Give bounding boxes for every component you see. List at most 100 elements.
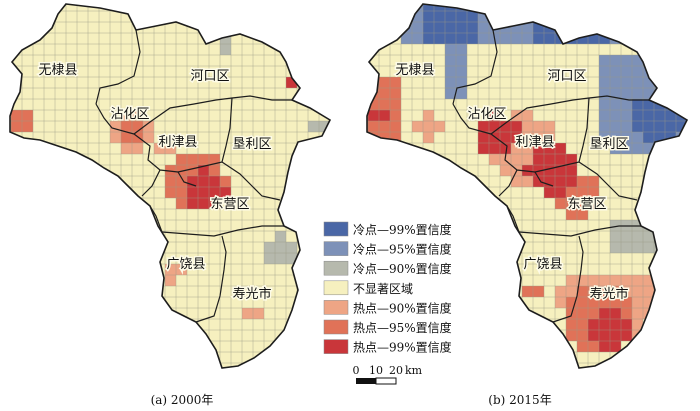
- grid-cell-cold-99: [588, 11, 599, 22]
- grid-cell-cold-95: [456, 66, 467, 77]
- grid-cell-cold-90: [308, 121, 319, 132]
- grid-cell-hot-95: [577, 330, 588, 341]
- grid-cell-cold-90: [687, 242, 698, 253]
- grid-cell-cold-95: [665, 55, 676, 66]
- grid-cell-cold-90: [643, 242, 654, 253]
- grid-cell-hot-95: [599, 286, 610, 297]
- grid-cell-cold-95: [687, 55, 698, 66]
- grid-cell-hot-95: [176, 176, 187, 187]
- grid-cell-hot-99: [533, 165, 544, 176]
- grid-cell-hot-90: [110, 132, 121, 143]
- grid-cell-cold-95: [401, 33, 412, 44]
- grid-cell-cold-95: [643, 143, 654, 154]
- grid-cell-hot-90: [632, 275, 643, 286]
- grid-cell-cold-99: [632, 110, 643, 121]
- scale-unit: km: [405, 364, 423, 377]
- grid-cell-cold-99: [544, 33, 555, 44]
- grid-cell-hot-95: [577, 319, 588, 330]
- grid-cell-hot-95: [11, 121, 22, 132]
- legend-swatch-not-significant: [323, 280, 349, 296]
- grid-cell-hot-99: [368, 110, 379, 121]
- grid-cell-hot-95: [588, 198, 599, 209]
- grid-cell-hot-95: [379, 132, 390, 143]
- grid-cell-cold-99: [434, 4, 445, 11]
- grid-cell-cold-99: [654, 132, 665, 143]
- grid-cell-cold-95: [632, 22, 643, 33]
- grid-cell-hot-99: [555, 143, 566, 154]
- grid-cell-hot-95: [165, 187, 176, 198]
- map-legend: 冷点—99%置信度冷点—95%置信度冷点—90%置信度不显著区域热点—90%置信…: [318, 216, 484, 360]
- grid-cell-cold-99: [456, 33, 467, 44]
- legend-label: 热点—95%置信度: [353, 320, 452, 335]
- grid-cell-cold-90: [665, 231, 676, 242]
- grid-cell-hot-90: [533, 132, 544, 143]
- grid-cell-cold-95: [621, 22, 632, 33]
- grid-cell-hot-95: [588, 297, 599, 308]
- grid-cell-hot-99: [555, 187, 566, 198]
- grid-cell-hot-95: [577, 286, 588, 297]
- grid-cell-hot-99: [478, 143, 489, 154]
- grid-cell-cold-95: [676, 88, 687, 99]
- grid-cell-hot-95: [610, 297, 621, 308]
- district-boundary: [578, 97, 590, 163]
- grid-cell-cold-90: [610, 231, 621, 242]
- grid-cell-cold-95: [676, 66, 687, 77]
- grid-cell-hot-95: [176, 165, 187, 176]
- grid-cell-hot-99: [544, 176, 555, 187]
- grid-cell-hot-99: [209, 198, 220, 209]
- grid-cell-hot-95: [390, 143, 401, 154]
- grid-cell-hot-95: [165, 176, 176, 187]
- grid-cell-hot-90: [544, 121, 555, 132]
- grid-cell-hot-99: [588, 330, 599, 341]
- grid-cell-hot-95: [577, 187, 588, 198]
- grid-cell-hot-95: [566, 319, 577, 330]
- grid-cell-cold-95: [478, 22, 489, 33]
- grid-cell-hot-90: [643, 286, 654, 297]
- grid-cell-hot-90: [522, 121, 533, 132]
- grid-cell-cold-99: [577, 33, 588, 44]
- grid-cell-cold-95: [445, 44, 456, 55]
- grid-cell-hot-90: [566, 275, 577, 286]
- grid-cell-hot-95: [22, 110, 33, 121]
- grid-cell-cold-90: [275, 253, 286, 264]
- grid-cell-cold-95: [445, 88, 456, 99]
- grid-cell-cold-95: [500, 11, 511, 22]
- grid-cell-cold-95: [522, 22, 533, 33]
- region-label: 无棣县: [38, 63, 77, 78]
- grid-cell-cold-95: [676, 99, 687, 110]
- grid-cell-hot-99: [599, 330, 610, 341]
- grid-cell-hot-90: [588, 275, 599, 286]
- legend-swatch-cold-99: [323, 221, 349, 237]
- grid-cell-hot-99: [198, 176, 209, 187]
- scale-bar: 0 10 20 km: [353, 364, 423, 385]
- district-boundary: [133, 95, 292, 135]
- grid-cell-hot-99: [533, 143, 544, 154]
- grid-cell-cold-99: [643, 110, 654, 121]
- district-boundary: [177, 171, 197, 187]
- district-boundary: [518, 225, 641, 237]
- grid-cell-cold-90: [264, 253, 275, 264]
- grid-cell-cold-95: [687, 132, 698, 143]
- grid-cell-hot-90: [643, 275, 654, 286]
- grid-cell-cold-95: [687, 88, 698, 99]
- grid-cell-cold-95: [632, 88, 643, 99]
- grid-cell-cold-95: [610, 66, 621, 77]
- grid-cell-hot-95: [566, 297, 577, 308]
- grid-cell-cold-95: [610, 11, 621, 22]
- grid-cell-cold-95: [445, 55, 456, 66]
- grid-cell-cold-95: [643, 88, 654, 99]
- grid-cell-hot-95: [566, 187, 577, 198]
- grid-cell-hot-95: [379, 77, 390, 88]
- grid-cell-hot-99: [522, 165, 533, 176]
- scale-tick-20: 20: [389, 364, 403, 377]
- grid-cell-hot-95: [566, 330, 577, 341]
- grid-cell-hot-99: [209, 187, 220, 198]
- grid-cell-hot-90: [555, 297, 566, 308]
- grid-cell-cold-99: [599, 4, 610, 11]
- grid-cell-cold-99: [654, 110, 665, 121]
- grid-cell-hot-95: [379, 88, 390, 99]
- grid-cell-hot-90: [566, 286, 577, 297]
- grid-cell-cold-95: [511, 33, 522, 44]
- grid-cell-hot-90: [511, 143, 522, 154]
- grid-cell-cold-95: [632, 55, 643, 66]
